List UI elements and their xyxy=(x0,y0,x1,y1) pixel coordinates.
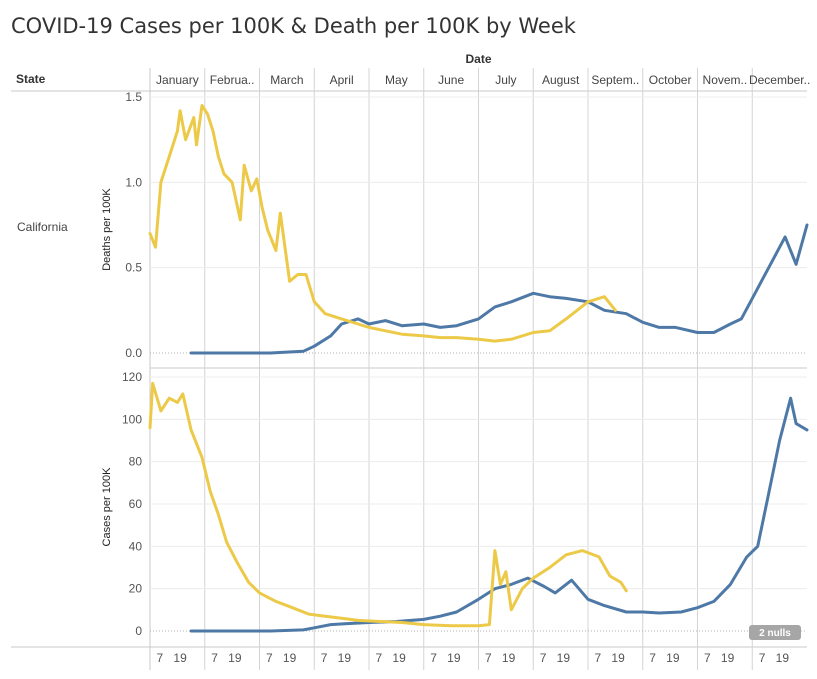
day-tick-label: 7 xyxy=(595,651,602,665)
day-tick-label: 19 xyxy=(283,651,297,665)
y-tick-label: 40 xyxy=(129,539,143,553)
blue-series-line xyxy=(189,396,809,633)
nulls-badge xyxy=(749,625,801,640)
blue-series-line xyxy=(189,223,809,355)
month-label: Septem.. xyxy=(591,73,639,87)
day-tick-label: 7 xyxy=(430,651,437,665)
y-tick-label: 20 xyxy=(129,582,143,596)
month-label: January xyxy=(156,73,199,87)
month-label: June xyxy=(438,73,464,87)
y-axis-label: Deaths per 100K xyxy=(101,188,113,271)
day-tick-label: 7 xyxy=(485,651,492,665)
y-tick-label: 0.5 xyxy=(125,261,142,275)
month-label: Februa.. xyxy=(210,73,255,87)
month-label: July xyxy=(495,73,516,87)
day-tick-label: 19 xyxy=(666,651,680,665)
state-row-header[interactable]: State xyxy=(16,72,46,86)
y-tick-label: 0 xyxy=(135,624,142,638)
chart-title: COVID-19 Cases per 100K & Death per 100K… xyxy=(11,14,576,38)
month-label: August xyxy=(542,73,580,87)
day-tick-label: 7 xyxy=(321,651,328,665)
day-tick-label: 19 xyxy=(611,651,625,665)
y-tick-label: 100 xyxy=(122,412,142,426)
day-tick-label: 7 xyxy=(704,651,711,665)
day-tick-label: 7 xyxy=(376,651,383,665)
y-axis-label: Cases per 100K xyxy=(101,467,113,547)
day-tick-label: 19 xyxy=(392,651,406,665)
month-label: May xyxy=(385,73,408,87)
day-tick-label: 7 xyxy=(540,651,547,665)
day-tick-label: 19 xyxy=(502,651,516,665)
y-tick-label: 60 xyxy=(129,497,143,511)
date-column-header[interactable]: Date xyxy=(465,52,492,66)
state-label: California xyxy=(17,220,68,234)
day-tick-label: 7 xyxy=(759,651,766,665)
day-tick-label: 7 xyxy=(157,651,164,665)
day-tick-label: 19 xyxy=(173,651,187,665)
yellow-series-line xyxy=(148,104,617,343)
month-label: Novem.. xyxy=(703,73,748,87)
y-tick-label: 80 xyxy=(129,455,143,469)
day-tick-label: 7 xyxy=(649,651,656,665)
y-tick-label: 0.0 xyxy=(125,346,142,360)
y-tick-label: 1.0 xyxy=(125,175,142,189)
month-label: March xyxy=(270,73,303,87)
y-tick-label: 1.5 xyxy=(125,90,142,104)
day-tick-label: 7 xyxy=(211,651,218,665)
month-label: October xyxy=(649,73,692,87)
day-tick-label: 19 xyxy=(557,651,571,665)
day-tick-label: 19 xyxy=(721,651,735,665)
day-tick-label: 19 xyxy=(776,651,790,665)
yellow-series-line xyxy=(148,381,628,628)
day-tick-label: 19 xyxy=(228,651,242,665)
month-label: April xyxy=(330,73,354,87)
y-tick-label: 120 xyxy=(122,370,142,384)
day-tick-label: 7 xyxy=(266,651,273,665)
day-tick-label: 19 xyxy=(447,651,461,665)
day-tick-label: 19 xyxy=(338,651,352,665)
month-label: December.. xyxy=(749,73,810,87)
nulls-badge-text: 2 nulls xyxy=(759,628,791,639)
